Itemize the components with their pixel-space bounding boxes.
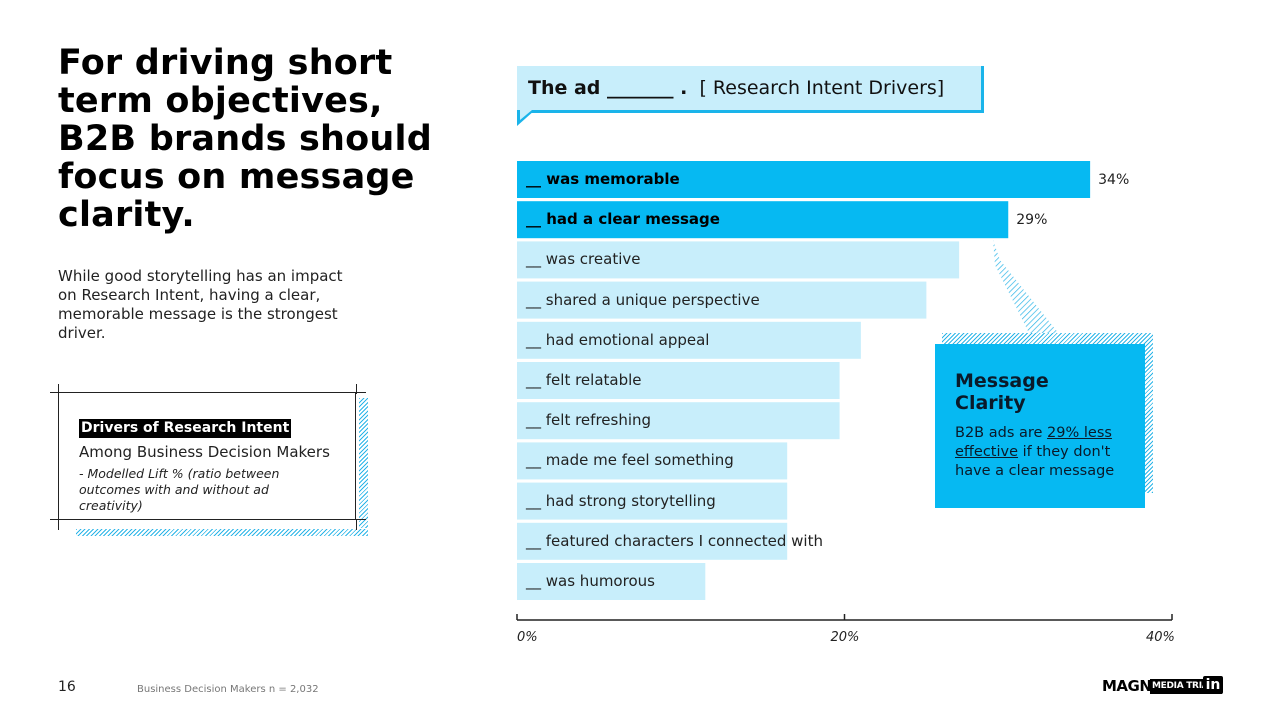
x-tick-label: 40% [1146,630,1175,645]
corner-tick [50,519,60,520]
callout-bold: The ad _______ . [528,77,688,99]
corner-tick [50,392,60,393]
message-clarity-box: Message Clarity B2B ads are 29% less eff… [935,344,1145,508]
corner-tick [356,384,357,394]
corner-tick [58,520,59,530]
bar-category-label: __ had emotional appeal [526,330,710,349]
bar [517,281,927,319]
hatch-decoration [359,398,368,528]
bar [517,241,960,279]
x-tick-label: 20% [830,630,860,645]
corner-tick [58,384,59,394]
bar-category-label: __ felt refreshing [526,411,652,430]
bar [517,362,840,399]
bar [517,161,1091,198]
message-clarity-title: Message Clarity [955,370,1049,414]
bar-category-label: __ was creative [526,250,641,269]
corner-tick [356,392,366,393]
message-clarity-body-pre: B2B ads are [955,425,1048,441]
message-clarity-body: B2B ads are 29% less effective if they d… [955,424,1125,481]
callout-background [517,66,984,113]
callout-label: The ad _______ . [ Research Intent Drive… [528,76,944,100]
x-tick-label: 0% [517,630,538,645]
info-box: Drivers of Research Intent Among Busines… [50,384,368,536]
headline: For driving short term objectives, B2B b… [58,43,432,235]
footer-note: Business Decision Makers n = 2,032 [137,684,319,695]
info-box-note: - Modelled Lift % (ratio between outcome… [79,466,280,513]
bar [517,442,788,480]
bar-category-label: __ featured characters I connected with [526,531,823,550]
info-box-subtitle: Among Business Decision Makers [79,443,330,461]
bar [517,522,788,560]
message-clarity-body-post: if they don't have a clear message [955,444,1115,479]
callout-bracket: [ Research Intent Drivers] [699,77,945,99]
bar-category-label: __ had strong storytelling [526,491,716,510]
magna-logo: MAGNA [1102,677,1163,695]
bar [517,402,840,440]
info-box-frame [58,392,356,520]
bar [517,201,1009,239]
bar [517,321,861,359]
corner-tick [356,520,357,530]
connector-hatch [993,240,1060,335]
message-clarity-link: 29% less effective [955,425,1112,460]
info-box-title: Drivers of Research Intent [79,419,292,438]
bar-category-label: __ felt relatable [526,371,642,389]
linkedin-logo-icon: in [1203,676,1223,694]
chart-callout: The ad _______ . [ Research Intent Drive… [517,66,984,126]
bar-category-label: __ was memorable [526,170,680,188]
page-number: 16 [58,679,76,695]
bar [517,482,788,520]
bar-category-label: __ was humorous [526,572,655,590]
intro-text: While good storytelling has an impact on… [58,267,343,342]
callout-tail-inner [520,110,532,120]
bar-value-label: 34% [1098,172,1130,188]
bar-category-label: __ made me feel something [526,451,734,470]
bar-category-label: __ had a clear message [526,210,720,229]
corner-tick [356,519,366,520]
bar [517,563,706,600]
bar-value-label: 29% [1016,212,1048,229]
bar-category-label: __ shared a unique perspective [526,290,760,309]
hatch-decoration [76,529,368,536]
